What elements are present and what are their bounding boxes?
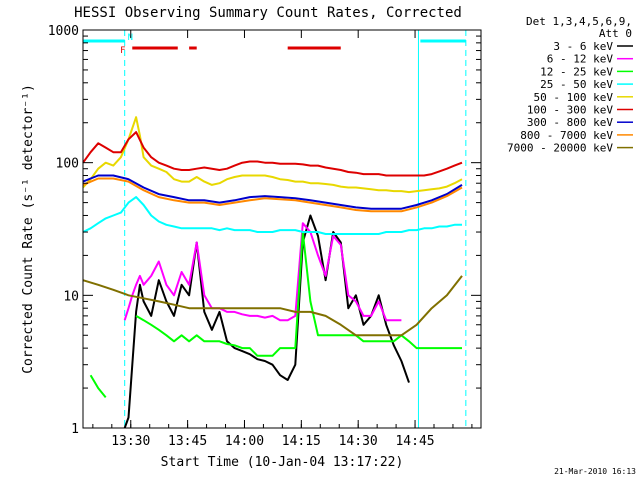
legend-label: 100 - 300 keV: [527, 104, 613, 117]
series-line-50-100-kev-kev: [82, 116, 463, 194]
y-tick-label: 100: [56, 157, 79, 172]
chart-title: HESSI Observing Summary Count Rates, Cor…: [74, 5, 462, 21]
status-bars: NF: [83, 33, 466, 56]
y-tick-label: 10: [63, 289, 79, 304]
footer-timestamp: 21-Mar-2010 16:13: [554, 467, 636, 476]
series-line-7000-20000-kev-kev: [82, 275, 463, 337]
y-axis-label: Corrected Count Rate (s⁻¹ detector⁻¹): [21, 84, 36, 374]
legend-label: 800 - 7000 keV: [520, 129, 613, 142]
series-line-3-6-kev-kev: [123, 214, 410, 429]
series-line-100-300-kev-kev: [82, 131, 463, 177]
legend-label: 3 - 6 keV: [553, 40, 613, 53]
x-tick-label: 14:45: [395, 434, 434, 449]
x-tick-label: 13:30: [111, 434, 150, 449]
x-tick-label: 14:15: [282, 434, 321, 449]
x-tick-label: 14:00: [225, 434, 264, 449]
series-line-25-50-kev-kev: [82, 196, 462, 235]
series-lines: [82, 116, 463, 429]
series-line-6-12-kev-kev: [123, 222, 402, 322]
legend-label: 12 - 25 keV: [540, 65, 613, 78]
y-tick-label: 1000: [48, 24, 79, 39]
y-axis: 1 10 100 1000: [48, 24, 481, 437]
y-tick-label: 1: [71, 422, 79, 437]
plot-area: NF: [82, 29, 482, 429]
legend-header-line-2: Att 0: [599, 27, 632, 40]
legend-label: 6 - 12 keV: [547, 53, 614, 66]
status-bar-label: F: [120, 46, 125, 56]
series-line-12-25-kev-kev: [89, 231, 462, 399]
legend-label: 25 - 50 keV: [540, 78, 613, 91]
legend-label: 7000 - 20000 keV: [507, 142, 613, 155]
legend-header-line-1: Det 1,3,4,5,6,9,: [526, 15, 632, 28]
vertical-markers: [124, 30, 467, 428]
x-axis: 13:30 13:45 14:00 14:15 14:30 14:45: [92, 30, 473, 449]
x-axis-label: Start Time (10-Jan-04 13:17:22): [161, 455, 404, 470]
x-tick-label: 13:45: [168, 434, 207, 449]
legend-label: 50 - 100 keV: [534, 91, 614, 104]
series-line-300-800-kev-kev: [82, 174, 463, 210]
legend-label: 300 - 800 keV: [527, 116, 613, 129]
x-tick-label: 14:30: [339, 434, 378, 449]
series-line-800-7000-kev-kev: [82, 177, 463, 213]
